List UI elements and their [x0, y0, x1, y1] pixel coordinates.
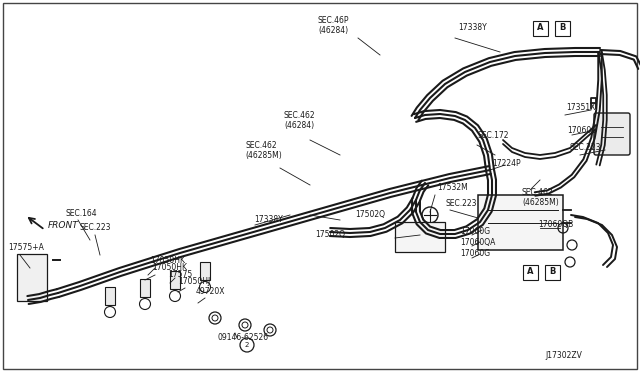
FancyBboxPatch shape [594, 113, 630, 155]
Text: 17351X: 17351X [566, 103, 595, 112]
Text: 17060QB: 17060QB [538, 219, 573, 228]
Bar [140, 279, 150, 297]
Text: SEC.172: SEC.172 [478, 131, 509, 140]
FancyBboxPatch shape [532, 20, 547, 35]
Text: 17050HK: 17050HK [152, 263, 187, 272]
Text: 17338Y: 17338Y [458, 23, 487, 32]
Text: 17502Q: 17502Q [355, 211, 385, 219]
Text: 09146-62526: 09146-62526 [218, 334, 269, 343]
Bar [200, 262, 210, 280]
Text: 17060G: 17060G [460, 250, 490, 259]
Text: SEC.462
(46285M): SEC.462 (46285M) [245, 141, 282, 160]
Bar [478, 195, 563, 250]
Text: 17575+A: 17575+A [8, 243, 44, 252]
Text: A: A [527, 267, 533, 276]
Text: 17050HJ: 17050HJ [178, 277, 211, 286]
FancyBboxPatch shape [554, 20, 570, 35]
Text: SEC.164: SEC.164 [65, 209, 97, 218]
Text: 17060G: 17060G [460, 228, 490, 237]
Text: 2: 2 [245, 342, 249, 348]
Bar [395, 222, 445, 252]
FancyBboxPatch shape [522, 264, 538, 279]
Text: SEC.223: SEC.223 [570, 144, 602, 153]
FancyBboxPatch shape [545, 264, 559, 279]
FancyBboxPatch shape [17, 254, 47, 301]
Text: SEC.46P
(46284): SEC.46P (46284) [318, 16, 349, 35]
Text: 17502Q: 17502Q [315, 231, 345, 240]
Text: 17338Y: 17338Y [254, 215, 283, 224]
Text: 17060Q: 17060Q [567, 125, 597, 135]
Text: FRONT: FRONT [48, 221, 79, 230]
Text: SEC.462
(46285M): SEC.462 (46285M) [522, 188, 559, 208]
Text: SEC.223: SEC.223 [80, 223, 111, 232]
Text: SEC.462
(46284): SEC.462 (46284) [284, 110, 316, 130]
Text: 17532M: 17532M [437, 183, 468, 192]
Text: 49720X: 49720X [196, 287, 225, 296]
Text: J17302ZV: J17302ZV [545, 351, 582, 360]
Text: B: B [549, 267, 555, 276]
Text: 17575: 17575 [168, 270, 192, 279]
Bar [170, 271, 180, 289]
Text: 17050HK: 17050HK [150, 256, 185, 265]
Text: 17224P: 17224P [492, 159, 520, 168]
Text: SEC.223: SEC.223 [446, 199, 477, 208]
Text: A: A [537, 23, 543, 32]
Bar [105, 287, 115, 305]
Text: 17060QA: 17060QA [460, 238, 495, 247]
Text: B: B [559, 23, 565, 32]
